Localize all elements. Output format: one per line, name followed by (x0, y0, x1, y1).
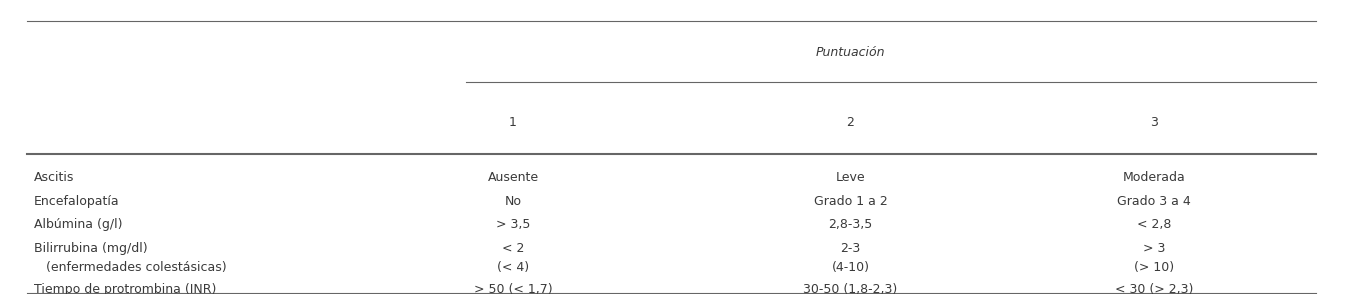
Text: < 30 (> 2,3): < 30 (> 2,3) (1115, 283, 1193, 294)
Text: Moderada: Moderada (1123, 171, 1185, 184)
Text: Puntuación: Puntuación (815, 46, 886, 59)
Text: < 2,8: < 2,8 (1137, 218, 1172, 231)
Text: < 2: < 2 (502, 242, 524, 255)
Text: (< 4): (< 4) (497, 261, 529, 274)
Text: Ascitis: Ascitis (34, 171, 74, 184)
Text: (4-10): (4-10) (832, 261, 869, 274)
Text: Tiempo de protrombina (INR): Tiempo de protrombina (INR) (34, 283, 216, 294)
Text: > 50 (< 1,7): > 50 (< 1,7) (474, 283, 552, 294)
Text: (enfermedades colestásicas): (enfermedades colestásicas) (34, 261, 227, 274)
Text: 1: 1 (509, 116, 517, 128)
Text: > 3: > 3 (1143, 242, 1165, 255)
Text: Leve: Leve (836, 171, 865, 184)
Text: (> 10): (> 10) (1134, 261, 1174, 274)
Text: 2,8-3,5: 2,8-3,5 (829, 218, 872, 231)
Text: No: No (505, 195, 521, 208)
Text: 3: 3 (1150, 116, 1158, 128)
Text: Grado 1 a 2: Grado 1 a 2 (814, 195, 887, 208)
Text: > 3,5: > 3,5 (495, 218, 531, 231)
Text: 2-3: 2-3 (840, 242, 861, 255)
Text: Ausente: Ausente (487, 171, 539, 184)
Text: 2: 2 (846, 116, 855, 128)
Text: Encefalopatía: Encefalopatía (34, 195, 119, 208)
Text: 30-50 (1,8-2,3): 30-50 (1,8-2,3) (803, 283, 898, 294)
Text: Grado 3 a 4: Grado 3 a 4 (1118, 195, 1191, 208)
Text: Albúmina (g/l): Albúmina (g/l) (34, 218, 123, 231)
Text: Bilirrubina (mg/dl): Bilirrubina (mg/dl) (34, 242, 147, 255)
